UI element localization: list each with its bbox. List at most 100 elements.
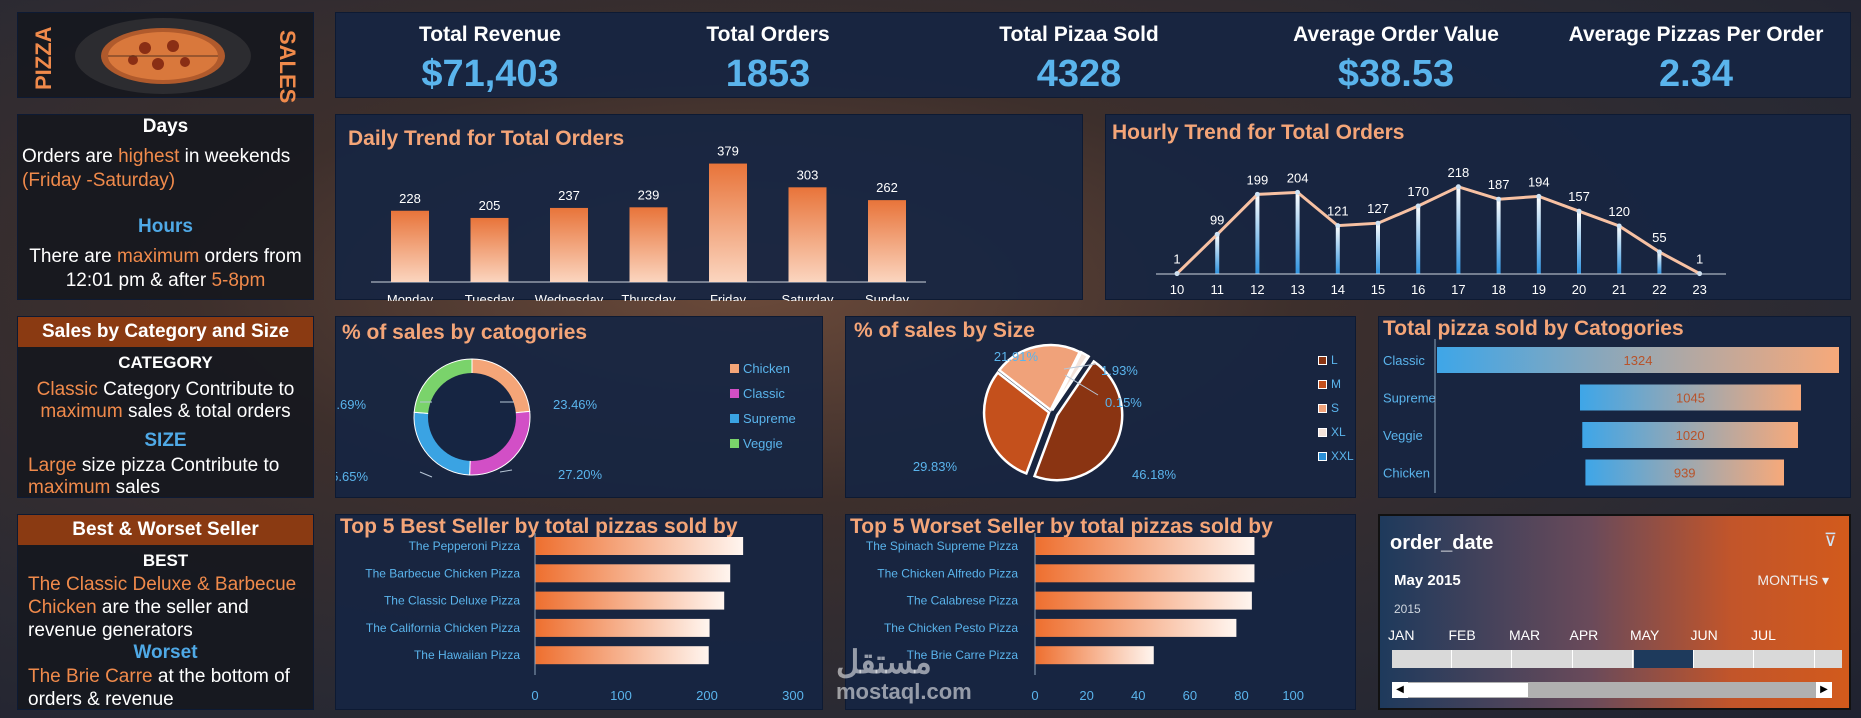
pizza-icon — [75, 18, 251, 94]
seller-label: The Brie Carre Pizza — [907, 648, 1019, 662]
daily-category-label: Saturday — [781, 292, 834, 301]
hourly-category-label: 14 — [1331, 282, 1345, 297]
daily-value-label: 379 — [717, 144, 739, 159]
hourly-category-label: 23 — [1692, 282, 1706, 297]
slicer-title: order_date — [1390, 532, 1494, 554]
hourly-point — [1254, 191, 1260, 197]
size-note: Large size pizza Contribute to maximum sa… — [28, 455, 280, 498]
worst-seller-title: Top 5 Worset Seller by total pizzas sold… — [850, 515, 1273, 538]
size-pct-label: 29.83% — [913, 459, 958, 474]
scroll-thumb[interactable] — [1408, 683, 1528, 697]
category-sold-chart: 1324 Classic 1045 Supreme 1020 Veggie 939 Chick… — [1383, 339, 1839, 493]
month-cell[interactable] — [1513, 650, 1573, 668]
hourly-point — [1455, 184, 1461, 190]
hourly-value-label: 121 — [1327, 204, 1349, 219]
category-sold-label: Chicken — [1383, 466, 1430, 481]
legend-classic: Classic — [730, 386, 796, 401]
seller-label: The Calabrese Pizza — [907, 594, 1019, 608]
category-donut-chart: 23.46% 27.20% 25.65% 23.69% — [336, 358, 603, 484]
daily-value-label: 262 — [876, 180, 898, 195]
daily-value-label: 228 — [399, 191, 421, 206]
days-note: Orders are highest in weekends (Friday -S… — [22, 146, 291, 191]
month-timeline[interactable] — [1392, 650, 1842, 668]
category-pct-label: 23.46% — [553, 397, 598, 412]
daily-bar — [709, 163, 747, 282]
kpi-total-pizza-sold: Total Pizaa Sold 4328 — [999, 23, 1159, 95]
hourly-category-label: 17 — [1451, 282, 1465, 297]
hourly-category-label: 19 — [1532, 282, 1546, 297]
seller-bar — [535, 618, 710, 637]
legend-s: S — [1318, 401, 1354, 415]
size-slice-m — [982, 370, 1051, 476]
sales-label: SALES — [275, 30, 300, 104]
scroll-right-icon[interactable]: ▶ — [1816, 682, 1832, 698]
seller-tick: 300 — [782, 688, 804, 703]
hourly-trend-title: Hourly Trend for Total Orders — [1112, 121, 1405, 144]
category-title: CATEGORY — [118, 353, 213, 372]
size-slice-l — [1032, 359, 1124, 482]
daily-category-label: Sunday — [865, 292, 910, 301]
daily-bar — [470, 217, 509, 282]
size-pct-label: 0.15% — [1105, 395, 1142, 410]
hourly-value-label: 120 — [1608, 204, 1630, 219]
category-sold-value: 1020 — [1676, 428, 1705, 443]
seller-tick: 40 — [1131, 688, 1145, 703]
category-share-panel: % of sales by catogories 23.46% 27.20% 25.… — [335, 316, 823, 498]
seller-label: The Chicken Alfredo Pizza — [877, 566, 1018, 580]
hourly-drop-line — [1617, 226, 1622, 274]
month-cell[interactable] — [1634, 650, 1694, 668]
month-cell[interactable] — [1694, 650, 1754, 668]
daily-category-label: Tuesday — [465, 292, 515, 301]
seller-tick: 100 — [1282, 688, 1304, 703]
clear-filter-icon[interactable]: ⊽ — [1823, 530, 1837, 550]
seller-label: The California Chicken Pizza — [366, 621, 520, 635]
seller-bar — [1035, 646, 1154, 665]
seller-label: The Spinach Supreme Pizza — [866, 539, 1018, 553]
hourly-value-label: 199 — [1247, 172, 1269, 187]
watermark-arabic: مستقل — [836, 644, 932, 680]
category-sold-bar — [1437, 347, 1839, 373]
hourly-category-label: 12 — [1250, 282, 1264, 297]
hourly-point — [1616, 223, 1622, 229]
hourly-value-label: 1 — [1696, 252, 1703, 267]
daily-trend-panel: Daily Trend for Total Orders 228 Monday 20… — [335, 114, 1083, 301]
worst-note: The Brie Carre at the bottom of orders & … — [28, 666, 290, 710]
month-cell[interactable] — [1755, 650, 1815, 668]
date-slicer[interactable]: order_date ⊽ May 2015 MONTHS ▾ 2015 JAN F… — [1378, 514, 1851, 710]
daily-bar — [550, 207, 588, 282]
best-seller-title: Top 5 Best Seller by total pizzas sold b… — [340, 515, 738, 538]
days-hours-panel: Days Orders are highest in weekends (Frid… — [17, 114, 314, 300]
scroll-left-icon[interactable]: ◀ — [1392, 682, 1408, 698]
category-sold-bar — [1582, 422, 1798, 448]
month-cell[interactable] — [1392, 650, 1452, 668]
hourly-drop-line — [1657, 252, 1662, 274]
hourly-category-label: 10 — [1170, 282, 1184, 297]
hourly-drop-line — [1295, 192, 1300, 274]
hourly-value-label: 55 — [1652, 230, 1666, 245]
hourly-point — [1415, 203, 1421, 209]
category-sold-label: Supreme — [1383, 391, 1436, 406]
category-legend: Chicken Classic Supreme Veggie — [730, 361, 796, 461]
hourly-point — [1335, 223, 1341, 229]
chevron-down-icon: ▾ — [1821, 572, 1829, 588]
month-labels: JANFEBMARAPRMAYJUNJULA — [1388, 627, 1845, 647]
month-label: MAY — [1630, 627, 1660, 643]
slicer-unit-dropdown[interactable]: MONTHS ▾ — [1757, 572, 1829, 588]
seller-tick: 100 — [610, 688, 632, 703]
daily-category-label: Friday — [710, 292, 747, 301]
hourly-value-label: 170 — [1407, 184, 1429, 199]
legend-l: L — [1318, 353, 1354, 367]
month-cell[interactable] — [1573, 650, 1633, 668]
legend-veggie: Veggie — [730, 436, 796, 451]
logo-panel: PIZZA SALES — [17, 12, 314, 104]
month-label: A — [1812, 627, 1861, 643]
seller-label: The Barbecue Chicken Pizza — [365, 566, 520, 580]
month-label: JAN — [1388, 627, 1415, 643]
seller-label: The Pepperoni Pizza — [409, 539, 521, 553]
slicer-scrollbar[interactable]: ◀ ▶ — [1392, 682, 1832, 698]
seller-tick: 0 — [1031, 688, 1038, 703]
category-sold-bar — [1580, 384, 1801, 411]
hourly-point — [1576, 208, 1582, 214]
month-cell[interactable] — [1452, 650, 1512, 668]
legend-xxl: XXL — [1318, 449, 1354, 463]
